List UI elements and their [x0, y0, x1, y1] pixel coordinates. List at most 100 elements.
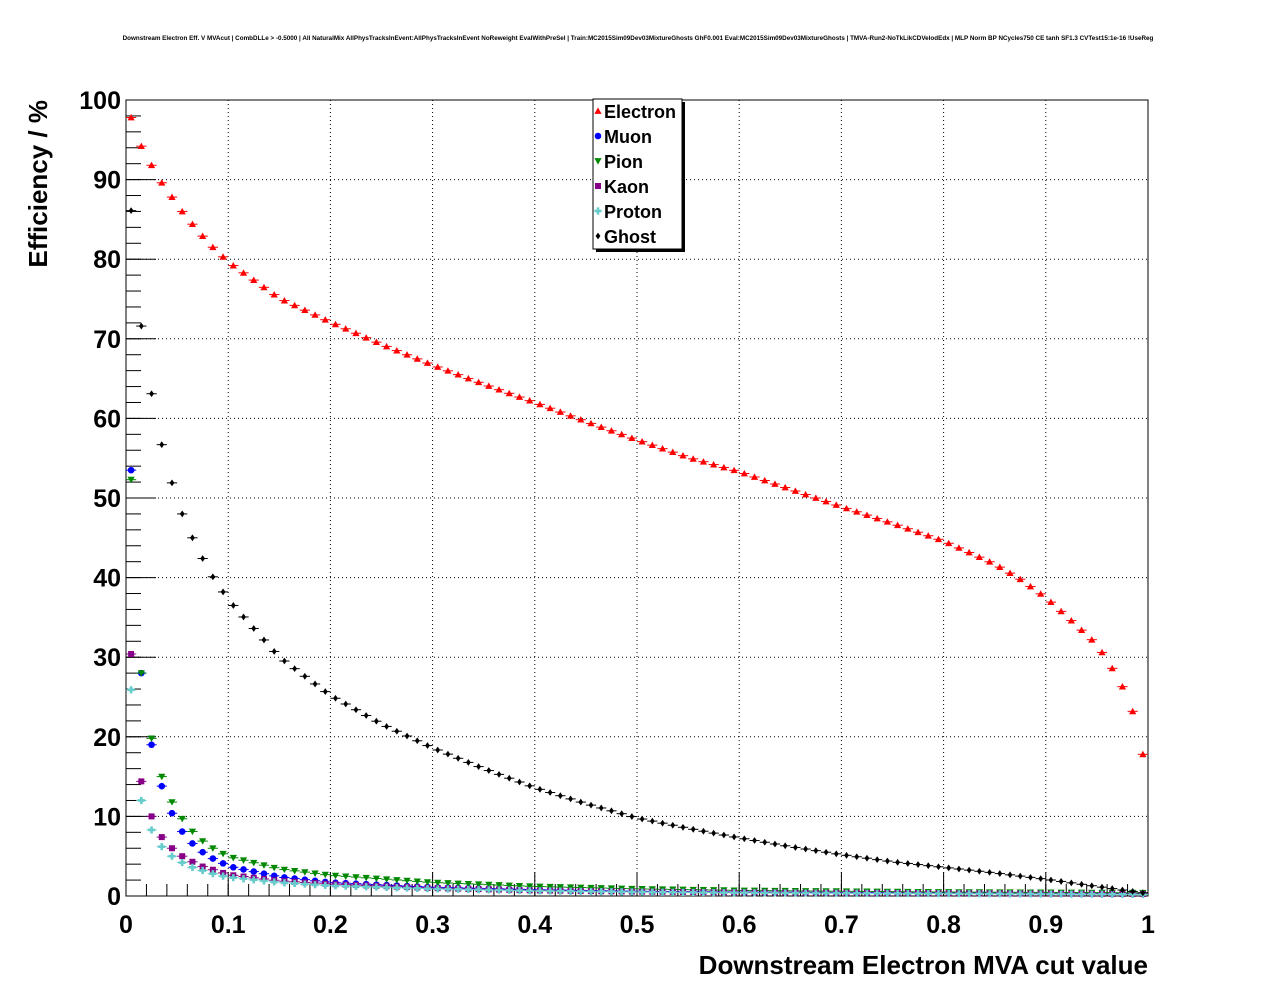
x-tick-label: 0.7 — [824, 911, 859, 939]
data-point — [618, 430, 626, 438]
data-point — [331, 320, 340, 328]
data-point — [648, 441, 656, 449]
data-point — [464, 374, 472, 382]
data-point — [434, 363, 442, 370]
data-point — [301, 869, 309, 876]
y-tick-label: 10 — [93, 803, 121, 831]
data-point — [1077, 890, 1086, 898]
data-point — [894, 889, 902, 898]
data-point — [168, 799, 176, 806]
data-point — [147, 826, 156, 834]
data-point — [1057, 607, 1065, 615]
data-point — [343, 700, 349, 708]
y-tick-label: 60 — [93, 405, 121, 433]
data-point — [1120, 886, 1125, 894]
data-point — [280, 866, 289, 874]
y-tick-label: 70 — [93, 326, 121, 354]
data-point — [342, 873, 350, 880]
data-point — [495, 886, 503, 894]
data-point — [363, 712, 369, 719]
data-point — [660, 819, 665, 827]
legend-marker-proton — [594, 207, 602, 215]
data-point — [179, 510, 185, 518]
data-point — [536, 887, 544, 895]
data-point — [679, 452, 687, 459]
data-point — [474, 881, 483, 888]
data-point — [1038, 875, 1044, 883]
data-point — [619, 810, 625, 818]
data-point — [178, 207, 186, 215]
data-point — [485, 881, 493, 889]
data-point — [689, 888, 697, 897]
data-point — [373, 717, 379, 725]
data-point — [423, 879, 432, 886]
data-point — [383, 876, 391, 883]
data-point — [1109, 885, 1115, 892]
data-point — [1047, 890, 1055, 898]
data-point — [404, 732, 410, 740]
data-point — [781, 483, 789, 491]
legend-label-kaon: Kaon — [604, 177, 649, 197]
data-point — [434, 879, 442, 887]
data-point — [127, 113, 135, 121]
data-point — [127, 476, 135, 484]
data-point — [128, 207, 134, 215]
data-point — [239, 269, 248, 276]
data-point — [271, 648, 277, 655]
data-point — [546, 883, 554, 891]
series-electron — [126, 113, 1148, 758]
data-point — [219, 860, 227, 867]
data-point — [292, 665, 298, 673]
data-point — [1089, 882, 1095, 890]
series-ghost — [126, 207, 1148, 897]
data-point — [435, 746, 441, 754]
data-point — [280, 879, 289, 887]
data-point — [701, 827, 706, 835]
data-point — [199, 848, 206, 856]
data-point — [464, 885, 472, 894]
data-point — [495, 386, 503, 393]
data-point — [730, 466, 738, 474]
data-point — [188, 220, 197, 228]
data-point — [414, 737, 420, 745]
data-point — [853, 508, 861, 515]
data-point — [568, 795, 573, 803]
data-point — [241, 613, 246, 621]
data-point — [597, 888, 605, 896]
data-point — [291, 301, 299, 309]
data-point — [352, 874, 360, 881]
x-tick-label: 0.3 — [415, 911, 450, 939]
data-point — [393, 346, 401, 354]
data-point — [413, 884, 421, 892]
data-point — [914, 528, 922, 536]
data-point — [362, 874, 370, 882]
data-point — [1048, 876, 1054, 884]
data-point — [699, 458, 708, 465]
data-point — [556, 887, 564, 895]
data-point — [1118, 890, 1127, 898]
data-point — [936, 863, 941, 871]
legend-label-ghost: Ghost — [604, 227, 656, 247]
data-point — [802, 889, 810, 897]
data-point — [403, 877, 411, 885]
x-tick-label: 0.5 — [620, 911, 655, 939]
data-point — [597, 423, 605, 430]
data-point — [914, 889, 922, 898]
data-point — [1016, 575, 1024, 583]
data-point — [956, 865, 962, 873]
data-point — [1017, 872, 1023, 880]
data-point — [537, 785, 543, 793]
data-point — [1088, 636, 1096, 643]
data-point — [229, 261, 237, 269]
legend-marker-electron — [594, 107, 602, 114]
data-point — [393, 877, 401, 884]
data-point — [741, 835, 747, 843]
data-point — [455, 754, 461, 762]
data-point — [689, 455, 697, 462]
data-point — [239, 857, 248, 864]
data-point — [1139, 750, 1147, 758]
data-point — [209, 243, 217, 251]
data-point — [229, 854, 237, 862]
data-point — [331, 882, 340, 890]
